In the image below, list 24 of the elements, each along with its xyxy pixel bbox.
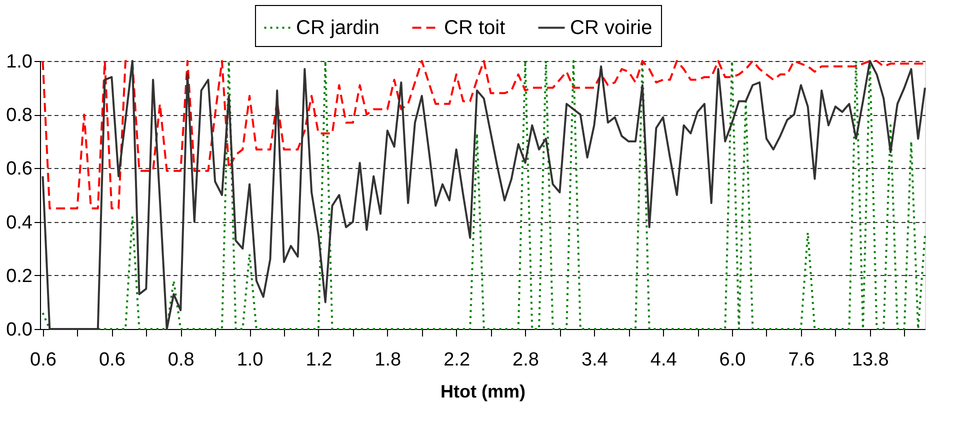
legend-label: CR toit [444, 16, 506, 39]
y-tick-label: 0.8 [6, 105, 32, 126]
y-tick-label: 0.6 [6, 158, 32, 180]
y-tick-label: 0.0 [6, 320, 32, 340]
legend-label: CR voirie [570, 16, 652, 39]
legend-label: CR jardin [296, 16, 380, 39]
x-tick-label: 1.0 [236, 350, 264, 370]
x-tick-label: 2.2 [444, 350, 470, 370]
x-tick-label: 0.6 [30, 350, 56, 370]
y-tick-label: 0.2 [6, 266, 32, 287]
x-tick-label: 3.4 [581, 350, 608, 370]
y-tick-label: 0.4 [6, 212, 33, 234]
x-tick-label: 1.2 [306, 350, 332, 370]
x-tick-label: 0.6 [98, 350, 126, 370]
x-tick-label: 2.8 [512, 350, 539, 370]
x-tick-label: 13.8 [852, 350, 889, 370]
x-tick-label: 7.6 [788, 350, 815, 370]
x-tick-label: 4.4 [650, 350, 678, 370]
x-tick-label: 0.8 [168, 350, 194, 370]
y-tick-label: 1.0 [6, 52, 32, 72]
x-tick-label: 1.8 [374, 350, 402, 370]
x-axis-title: Htot (mm) [440, 382, 526, 402]
line-series [42, 60, 926, 210]
x-tick-label: 6.0 [719, 350, 746, 370]
